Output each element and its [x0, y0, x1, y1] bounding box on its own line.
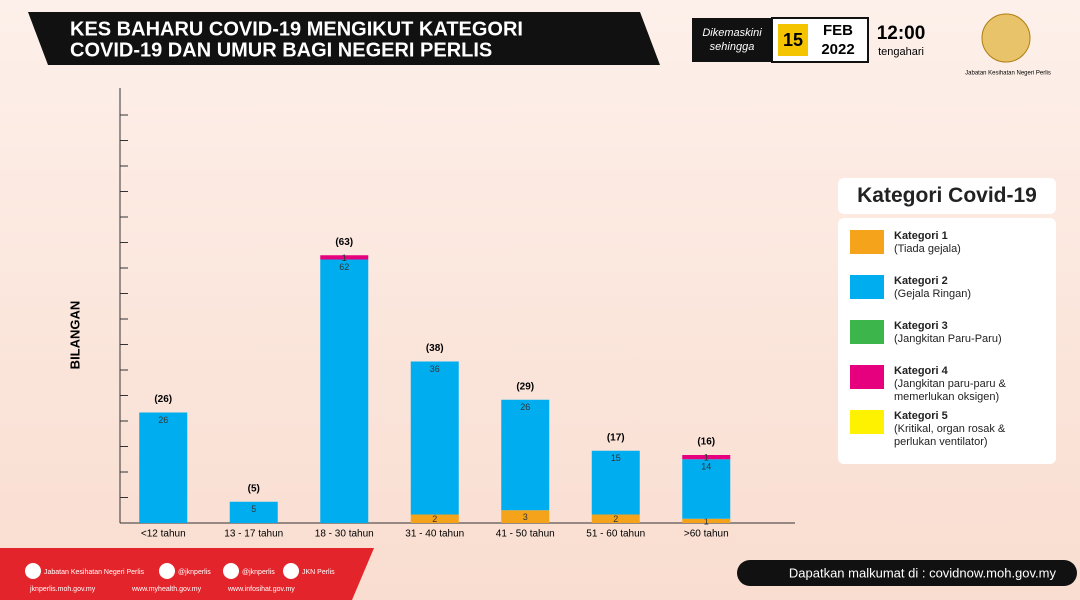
bar-segment [320, 255, 369, 260]
bar-segment [229, 501, 278, 523]
bar-segment [591, 514, 640, 523]
site: www.myhealth.gov.my [131, 586, 202, 593]
legend-text: Kategori 2 (Gejala Ringan) [894, 275, 1044, 301]
x-tick-label: >60 tahun [684, 529, 729, 540]
legend: Kategori 1 (Tiada gejala) Kategori 2 (Gejal… [838, 218, 1056, 464]
year: 2022 [821, 41, 854, 58]
legend-swatch [850, 230, 884, 254]
legend-swatch [850, 365, 884, 389]
footer-banner [0, 548, 374, 600]
legend-name: Kategori 5 [894, 410, 948, 422]
value-label: 2 [613, 514, 618, 524]
bar-segment [682, 518, 731, 523]
updated-label: sehingga [710, 41, 755, 53]
legend-item: Kategori 1 (Tiada gejala) [850, 230, 1044, 256]
social-handle: @jknperlis [178, 569, 211, 576]
date-box [692, 18, 772, 62]
x-tick-label: 31 - 40 tahun [405, 529, 464, 540]
title: COVID-19 DAN UMUR BAGI NEGERI PERLIS [70, 39, 492, 61]
value-label: 1 [704, 453, 709, 463]
legend-swatch [850, 410, 884, 434]
legend-item: Kategori 4 (Jangkitan paru-paru & memerlu… [850, 365, 1044, 404]
social-handle: @jknperlis [242, 569, 275, 576]
legend-name: Kategori 4 [894, 365, 948, 377]
value-label: 14 [701, 462, 711, 472]
social-icon [283, 563, 299, 579]
total-label: (29) [516, 381, 534, 392]
total-label: (5) [248, 483, 260, 494]
y-axis-label: BILANGAN [67, 301, 82, 370]
bar-segment [501, 510, 550, 523]
legend-name: Kategori 2 [894, 275, 948, 287]
bar-segment [410, 361, 459, 515]
updated-label: Dikemaskini [702, 27, 762, 39]
agency: Jabatan Kesihatan Negeri Perlis [965, 71, 1051, 77]
bar-segment [139, 412, 188, 523]
value-label: 1 [704, 516, 709, 526]
value-label: 15 [611, 453, 621, 463]
x-tick-label: 41 - 50 tahun [496, 529, 555, 540]
legend-text: Kategori 1 (Tiada gejala) [894, 230, 1044, 256]
social-handle: JKN Perlis [302, 569, 335, 576]
social-icon [223, 563, 239, 579]
value-label: 26 [520, 402, 530, 412]
x-tick-label: 51 - 60 tahun [586, 529, 645, 540]
legend-item: Kategori 2 (Gejala Ringan) [850, 275, 1044, 301]
value-label: 3 [523, 512, 528, 522]
legend-swatch [850, 320, 884, 344]
legend-name: Kategori 1 [894, 230, 948, 242]
bar-segment [410, 514, 459, 523]
bar-segment [682, 455, 731, 460]
bar-segment [320, 259, 369, 523]
legend-item: Kategori 3 (Jangkitan Paru-Paru) [850, 320, 1044, 346]
social-icon [159, 563, 175, 579]
total-label: (26) [154, 394, 172, 405]
value-label: 36 [430, 364, 440, 374]
legend-description: (Jangkitan paru-paru & memerlukan oksige… [894, 378, 1006, 403]
total-label: (16) [697, 437, 715, 448]
value-label: 1 [342, 253, 347, 263]
legend-item: Kategori 5 (Kritikal, organ rosak & perlu… [850, 410, 1044, 449]
bar-segment [682, 459, 731, 519]
total-label: (63) [335, 237, 353, 248]
legend-title-box: Kategori Covid-19 [838, 178, 1056, 214]
legend-name: Kategori 3 [894, 320, 948, 332]
legend-description: (Kritikal, organ rosak & perlukan ventil… [894, 423, 1006, 448]
time-note: tengahari [878, 46, 924, 58]
social-icon [25, 563, 41, 579]
site: jknperlis.moh.gov.my [29, 586, 96, 593]
time: 12:00 [877, 23, 926, 44]
title: KES BAHARU COVID-19 MENGIKUT KATEGORI [70, 18, 523, 40]
social-handle: Jabatan Kesihatan Negeri Perlis [44, 569, 145, 576]
month: FEB [823, 22, 853, 39]
legend-description: (Tiada gejala) [894, 243, 961, 255]
legend-description: (Jangkitan Paru-Paru) [894, 333, 1002, 345]
value-label: 2 [432, 514, 437, 524]
legend-description: (Gejala Ringan) [894, 288, 972, 300]
value-label: 5 [251, 504, 256, 514]
legend-text: Kategori 4 (Jangkitan paru-paru & memerlu… [894, 365, 1044, 404]
x-tick-label: 18 - 30 tahun [315, 529, 374, 540]
legend-swatch [850, 275, 884, 299]
legend-text: Kategori 3 (Jangkitan Paru-Paru) [894, 320, 1044, 346]
crest [981, 13, 1031, 63]
info-bar [737, 560, 1077, 586]
x-tick-label: 13 - 17 tahun [224, 529, 283, 540]
x-tick-label: <12 tahun [141, 529, 186, 540]
legend-text: Kategori 5 (Kritikal, organ rosak & perlu… [894, 410, 1044, 449]
header-banner [28, 12, 660, 65]
bar-segment [501, 399, 550, 511]
bar-segment [591, 450, 640, 515]
day-box [778, 24, 808, 56]
info: Dapatkan malkumat di : covidnow.moh.gov.… [789, 565, 1057, 580]
value-label: 62 [339, 262, 349, 272]
legend-title: Kategori Covid-19 [857, 184, 1037, 207]
day: 15 [783, 30, 803, 50]
site: www.infosihat.gov.my [227, 586, 295, 593]
total-label: (38) [426, 343, 444, 354]
value-label: 26 [158, 415, 168, 425]
total-label: (17) [607, 432, 625, 443]
